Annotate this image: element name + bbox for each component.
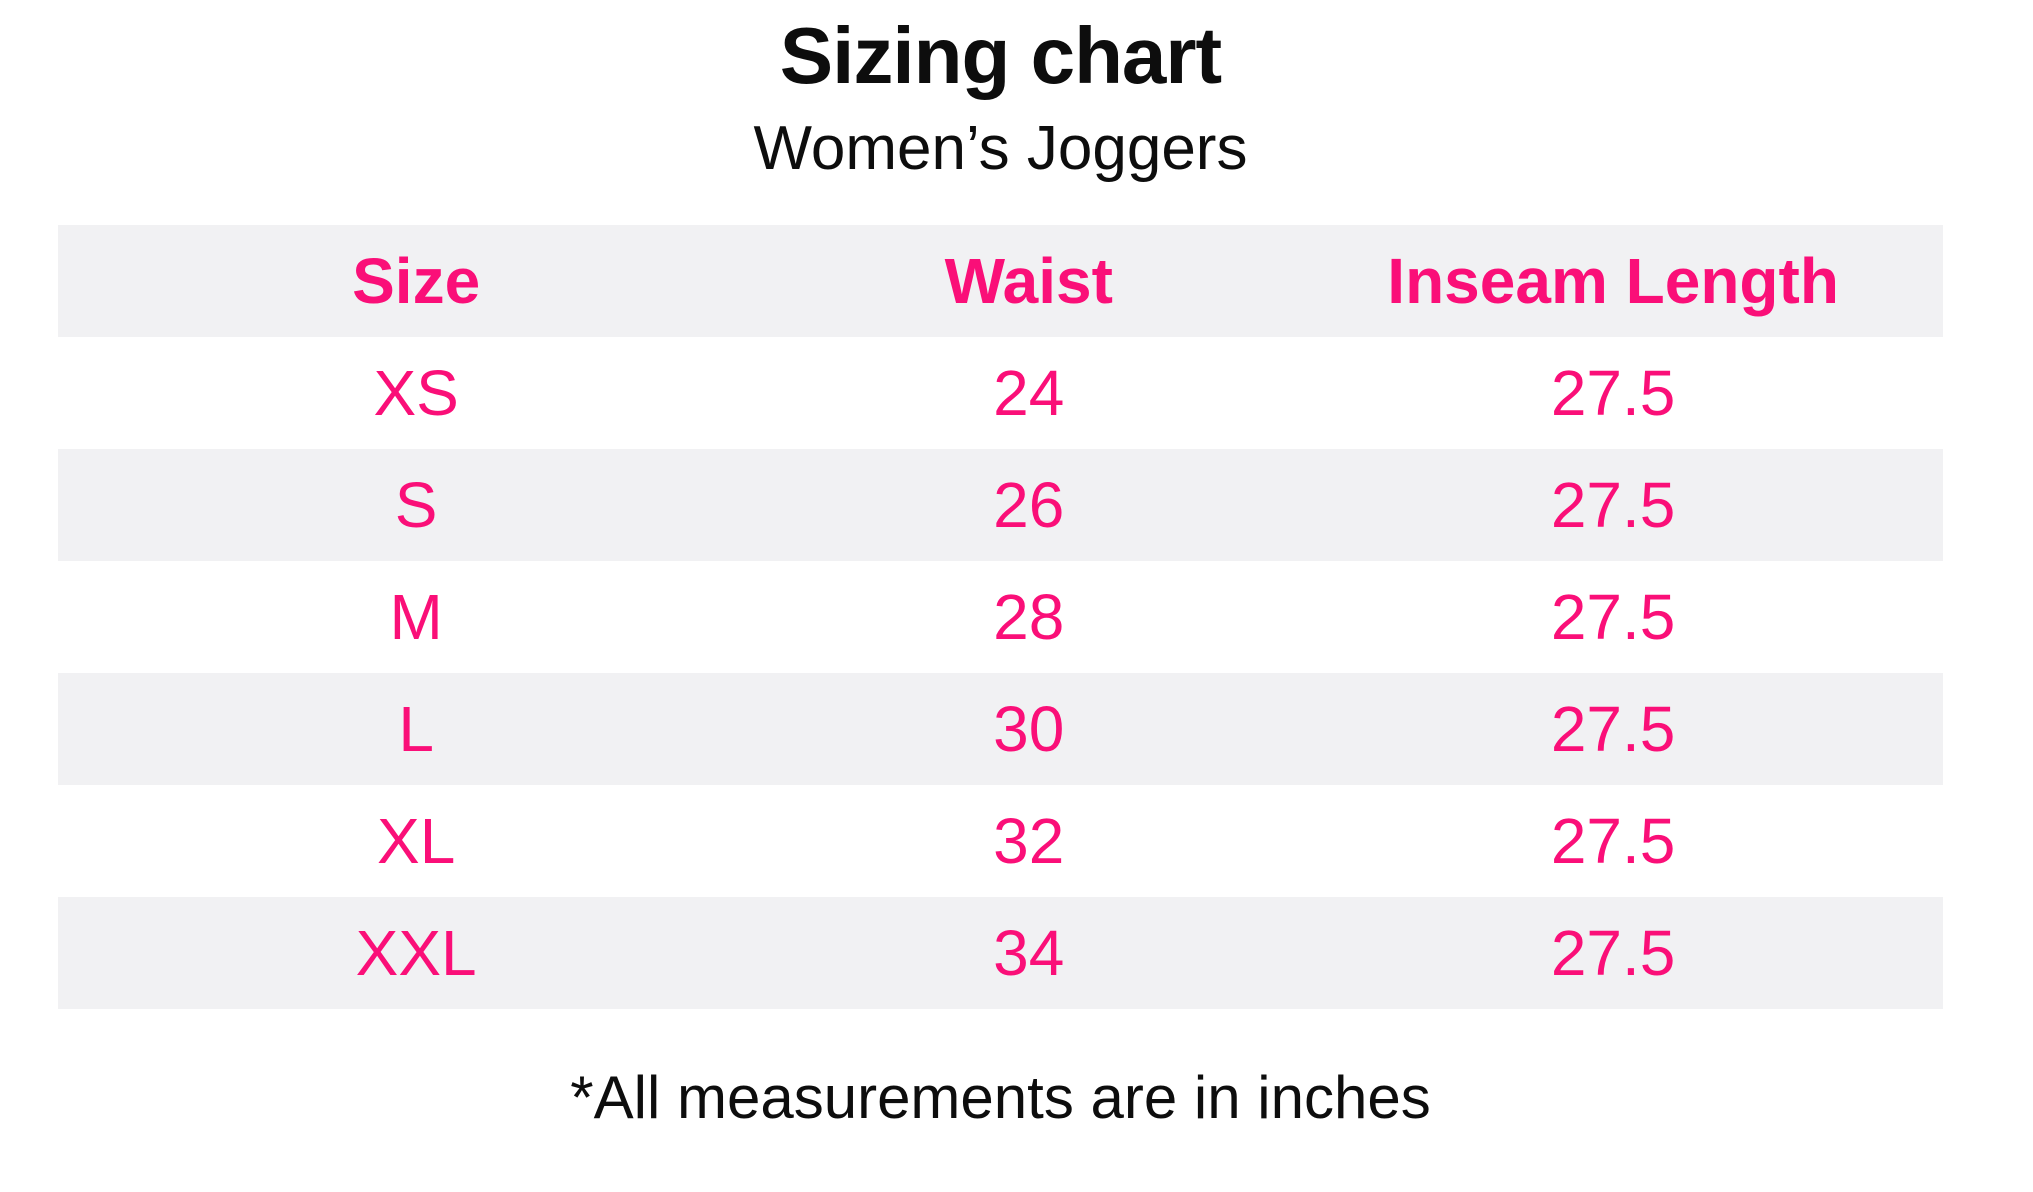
table-row-l: L 30 27.5 (58, 673, 1943, 786)
cell-waist: 34 (993, 917, 1065, 990)
table-row-xxl: XXL 34 27.5 (58, 897, 1943, 1010)
cell-inseam: 27.5 (1550, 469, 1676, 542)
cell-waist: 24 (993, 357, 1065, 430)
cell-size: XXL (355, 917, 477, 990)
page-subtitle: Women’s Joggers (753, 114, 1248, 183)
sizing-table: Size Waist Inseam Length XS 24 27.5 S 26… (58, 225, 1943, 1010)
cell-inseam: 27.5 (1550, 917, 1676, 990)
cell-inseam: 27.5 (1550, 805, 1676, 878)
cell-inseam: 27.5 (1550, 357, 1676, 430)
cell-waist: 32 (993, 805, 1065, 878)
cell-waist: 28 (993, 581, 1065, 654)
table-row-xl: XL 32 27.5 (58, 785, 1943, 897)
measurements-footnote: *All measurements are in inches (570, 1064, 1431, 1132)
table-header-row: Size Waist Inseam Length (58, 225, 1943, 338)
table-row-s: S 26 27.5 (58, 449, 1943, 562)
header-cell-inseam: Inseam Length (1387, 245, 1839, 318)
table-row-m: M 28 27.5 (58, 561, 1943, 673)
cell-size: M (389, 581, 443, 654)
cell-size: XL (377, 805, 456, 878)
cell-waist: 26 (993, 469, 1065, 542)
header-cell-size: Size (352, 245, 481, 318)
cell-size: S (394, 469, 438, 542)
cell-inseam: 27.5 (1550, 693, 1676, 766)
cell-waist: 30 (993, 693, 1065, 766)
page-title: Sizing chart (779, 11, 1222, 100)
table-row-xs: XS 24 27.5 (58, 337, 1943, 449)
cell-size: L (398, 693, 434, 766)
sizing-chart: Sizing chart Women’s Joggers Size Waist … (58, 0, 1943, 1131)
header-cell-waist: Waist (944, 245, 1113, 318)
cell-size: XS (373, 357, 459, 430)
cell-inseam: 27.5 (1550, 581, 1676, 654)
